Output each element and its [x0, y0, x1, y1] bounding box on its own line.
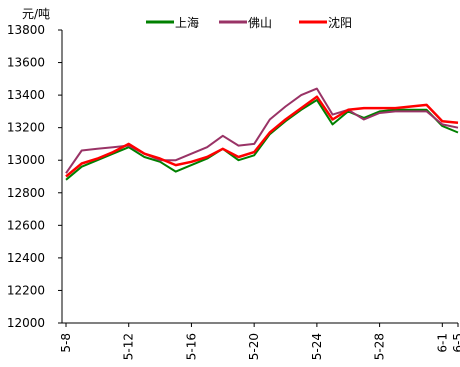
legend-item-foshan: 佛山: [219, 16, 272, 30]
y-tick-label: 12400: [7, 251, 45, 265]
x-tick-label: 6-1: [435, 333, 449, 353]
legend-label-shenyang: 沈阳: [328, 15, 352, 30]
x-tick-label: 5-12: [122, 333, 136, 360]
y-tick-label: 12200: [7, 283, 45, 297]
series-line-foshan: [65, 87, 459, 174]
y-tick-label: 13600: [7, 56, 45, 70]
y-tick-label: 13000: [7, 153, 45, 167]
series-lines: [65, 87, 459, 181]
x-tick-label: 5-20: [247, 333, 261, 360]
x-axis-ticks: 5-8 5-12 5-16 5-20 5-24 5-28 6-1 6-5: [59, 323, 460, 360]
y-axis-unit-label: 元/吨: [22, 7, 50, 21]
y-tick-label: 12800: [7, 186, 45, 200]
legend-label-shanghai: 上海: [175, 15, 199, 30]
x-tick-label: 6-5: [451, 333, 460, 353]
x-tick-label: 5-8: [59, 333, 73, 353]
series-line-shenyang: [65, 95, 459, 178]
y-tick-label: 12600: [7, 218, 45, 232]
y-tick-label: 12000: [7, 316, 45, 330]
y-tick-label: 13800: [7, 23, 45, 37]
legend-item-shanghai: 上海: [146, 15, 199, 30]
legend-item-shenyang: 沈阳: [299, 15, 352, 30]
legend: 上海 佛山 沈阳: [146, 15, 352, 30]
y-tick-label: 13400: [7, 88, 45, 102]
x-tick-label: 5-28: [373, 333, 387, 360]
series-line-shanghai: [65, 99, 459, 181]
x-tick-label: 5-16: [184, 333, 198, 360]
x-tick-label: 5-24: [310, 333, 324, 360]
legend-label-foshan: 佛山: [248, 16, 272, 30]
y-axis-ticks: 12000 12200 12400 12600 12800 13000 13200 13400…: [7, 23, 62, 330]
y-tick-label: 13200: [7, 121, 45, 135]
